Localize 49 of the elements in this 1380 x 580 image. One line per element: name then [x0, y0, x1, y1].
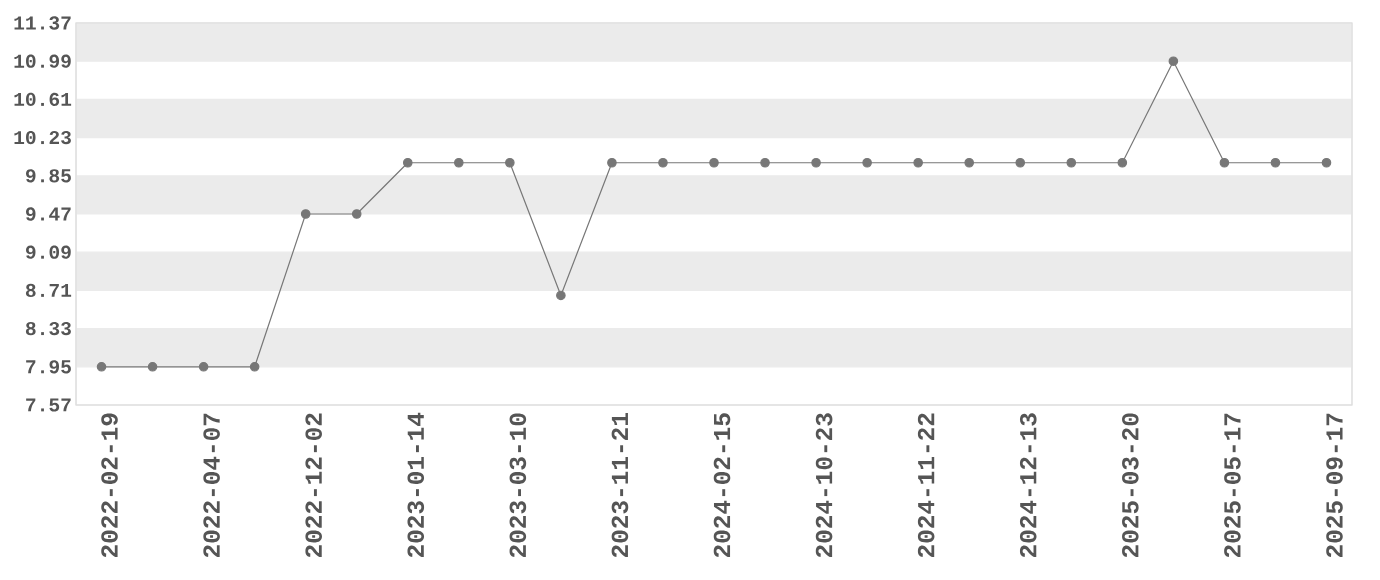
y-tick-label: 7.95: [26, 360, 71, 374]
point: [760, 157, 770, 168]
x-tick-label: 2024-12-13: [1019, 413, 1037, 558]
y-tick-label: 10.61: [14, 92, 72, 107]
point: [96, 362, 107, 372]
y-tick-label: 11.37: [14, 16, 71, 30]
point: [1321, 157, 1332, 168]
point: [709, 157, 719, 168]
y-tick-label: 9.47: [25, 207, 71, 221]
point: [402, 157, 413, 168]
x-tick-label: 2022-12-02: [305, 413, 322, 558]
point: [1117, 157, 1128, 168]
y-tick-label: 10.99: [14, 54, 71, 68]
x-tick-label: 2023-11-21: [611, 413, 629, 558]
x-tick-label: 2022-04-07: [203, 413, 220, 558]
point: [1270, 157, 1281, 168]
x-tick-label: 2023-03-10: [509, 413, 527, 558]
point: [1066, 157, 1077, 168]
point: [454, 157, 464, 168]
point: [658, 157, 668, 168]
y-tick-label: 10.23: [14, 130, 71, 145]
point: [1015, 157, 1026, 168]
point: [862, 157, 872, 168]
point: [249, 362, 260, 372]
y-tick-label: 8.71: [25, 283, 72, 298]
x-tick-label: 2024-10-23: [815, 413, 833, 558]
x-tick-label: 2025-03-20: [1122, 413, 1139, 558]
x-tick-label: 2024-11-22: [917, 413, 935, 558]
point: [198, 362, 209, 372]
point: [607, 157, 617, 168]
y-tick-label: 9.85: [25, 169, 71, 183]
point: [913, 157, 923, 168]
point: [556, 290, 566, 301]
x-tick-label: 2023-01-14: [407, 412, 425, 558]
point: [505, 157, 515, 168]
x-tick-label: 2025-05-17: [1224, 413, 1241, 558]
point: [1219, 157, 1230, 168]
point: [351, 209, 362, 219]
point: [300, 209, 311, 219]
x-tick-label: 2024-02-15: [713, 413, 731, 558]
point: [1168, 56, 1179, 67]
x-tick-label: 2022-02-19: [101, 413, 118, 558]
y-tick-label: 7.57: [26, 398, 71, 412]
y-tick-label: 8.33: [25, 321, 71, 336]
x-tick-label: 2025-09-17: [1326, 413, 1343, 558]
point: [147, 362, 158, 372]
point: [964, 157, 975, 168]
point: [811, 157, 821, 168]
y-tick-label: 9.09: [25, 245, 71, 259]
